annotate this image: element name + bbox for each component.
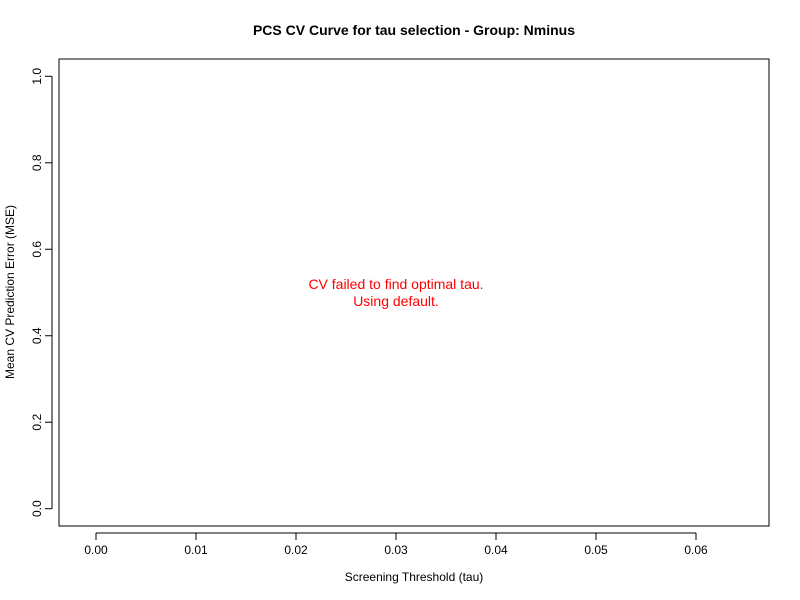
x-tick-label: 0.02 <box>284 543 308 557</box>
y-axis-label: Mean CV Prediction Error (MSE) <box>3 205 17 379</box>
annotation-line: Using default. <box>353 293 439 309</box>
x-axis: 0.00 0.01 0.02 0.03 0.04 0.05 0.06 <box>84 532 708 557</box>
chart-title: PCS CV Curve for tau selection - Group: … <box>253 22 575 38</box>
annotation-line: CV failed to find optimal tau. <box>308 276 483 292</box>
x-tick-label: 0.01 <box>184 543 208 557</box>
y-tick-label: 0.6 <box>30 241 44 258</box>
y-tick-label: 0.8 <box>30 154 44 171</box>
x-tick-label: 0.04 <box>484 543 508 557</box>
x-tick-label: 0.06 <box>684 543 708 557</box>
y-tick-label: 1.0 <box>30 68 44 85</box>
plot-frame <box>58 58 770 527</box>
x-tick-label: 0.05 <box>584 543 608 557</box>
x-tick-label: 0.00 <box>84 543 108 557</box>
y-axis: 0.0 0.2 0.4 0.6 0.8 1.0 <box>30 68 53 517</box>
y-tick-label: 0.2 <box>30 414 44 431</box>
y-tick-label: 0.0 <box>30 500 44 517</box>
x-tick-label: 0.03 <box>384 543 408 557</box>
annotation: CV failed to find optimal tau.Using defa… <box>308 276 483 309</box>
y-tick-label: 0.4 <box>30 327 44 344</box>
x-axis-label: Screening Threshold (tau) <box>345 570 484 584</box>
